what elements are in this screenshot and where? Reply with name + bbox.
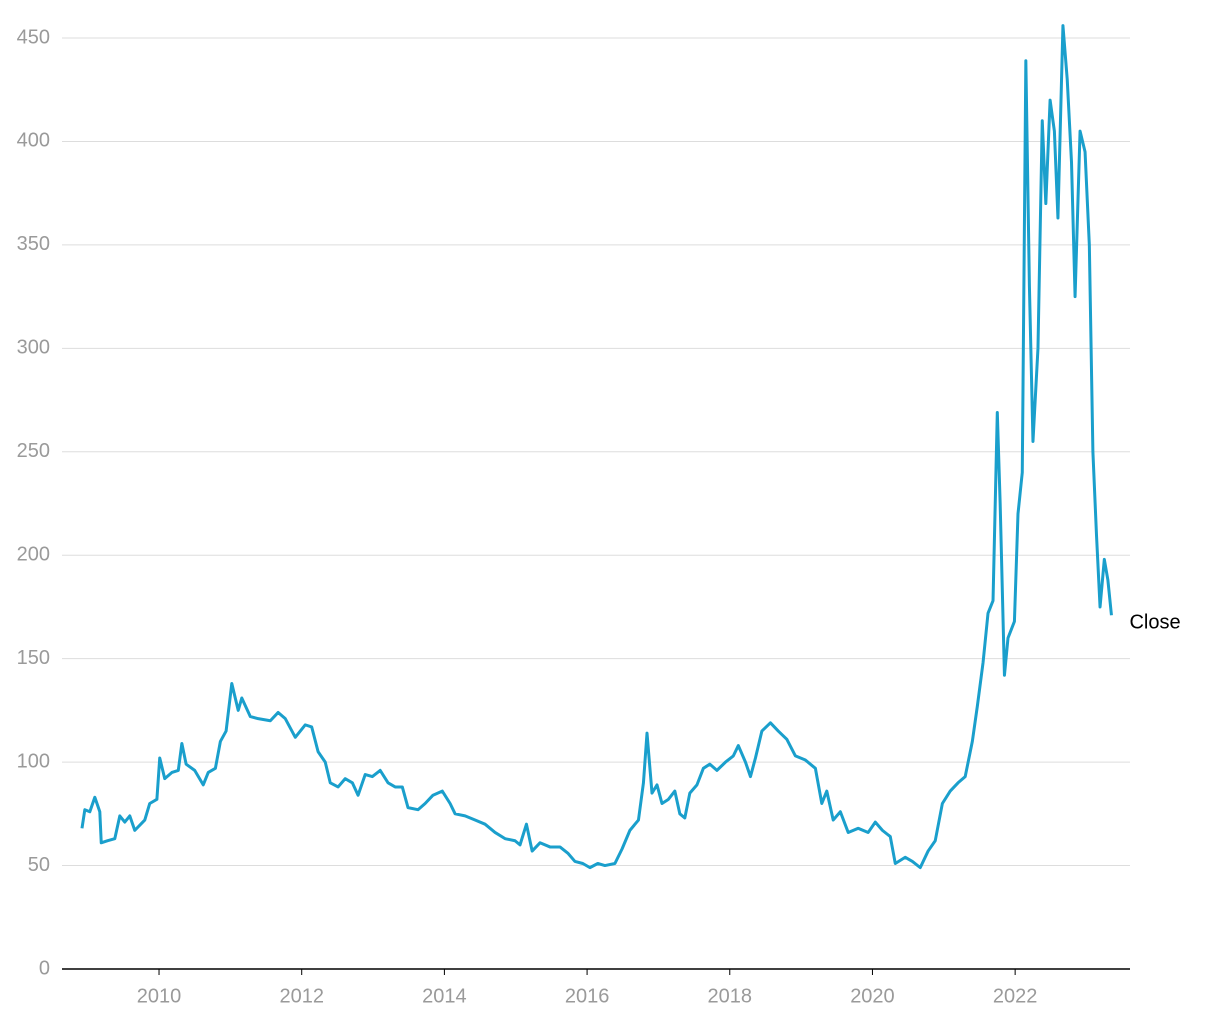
- x-tick-label: 2020: [850, 985, 895, 1007]
- y-tick-label: 400: [17, 130, 50, 152]
- y-tick-label: 350: [17, 233, 50, 255]
- y-tick-label: 200: [17, 544, 50, 566]
- x-tick-label: 2010: [137, 985, 182, 1007]
- x-tick-label: 2012: [279, 985, 324, 1007]
- y-tick-label: 100: [17, 750, 50, 772]
- x-tick-label: 2014: [422, 985, 467, 1007]
- x-tick-label: 2018: [708, 985, 753, 1007]
- y-tick-label: 0: [39, 957, 50, 979]
- y-tick-label: 50: [28, 854, 50, 876]
- y-tick-label: 450: [17, 26, 50, 48]
- line-series: [80, 24, 1113, 870]
- x-tick-label: 2016: [565, 985, 610, 1007]
- series-label: Close: [1129, 612, 1180, 634]
- y-tick-label: 250: [17, 440, 50, 462]
- y-tick-label: 300: [17, 337, 50, 359]
- y-tick-label: 150: [17, 647, 50, 669]
- x-tick-label: 2022: [993, 985, 1038, 1007]
